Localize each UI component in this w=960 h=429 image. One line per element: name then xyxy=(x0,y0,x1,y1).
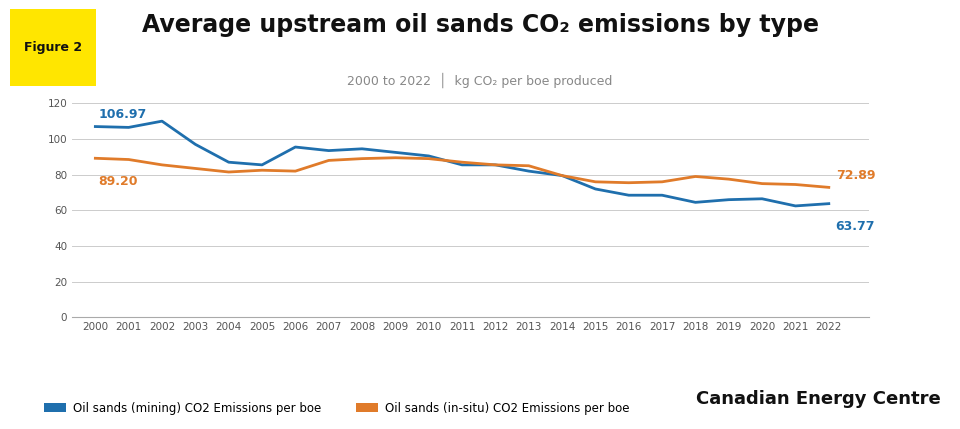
Text: 63.77: 63.77 xyxy=(836,221,876,233)
Text: 72.89: 72.89 xyxy=(836,169,876,182)
Text: 89.20: 89.20 xyxy=(98,175,137,188)
Text: 106.97: 106.97 xyxy=(98,108,146,121)
Legend: Oil sands (mining) CO2 Emissions per boe, Oil sands (in-situ) CO2 Emissions per : Oil sands (mining) CO2 Emissions per boe… xyxy=(44,402,629,414)
FancyBboxPatch shape xyxy=(10,9,96,86)
Text: Canadian Energy Centre: Canadian Energy Centre xyxy=(696,390,941,408)
Text: 2000 to 2022  │  kg CO₂ per boe produced: 2000 to 2022 │ kg CO₂ per boe produced xyxy=(348,73,612,88)
Text: Average upstream oil sands CO₂ emissions by type: Average upstream oil sands CO₂ emissions… xyxy=(141,13,819,37)
Text: Figure 2: Figure 2 xyxy=(24,41,82,54)
